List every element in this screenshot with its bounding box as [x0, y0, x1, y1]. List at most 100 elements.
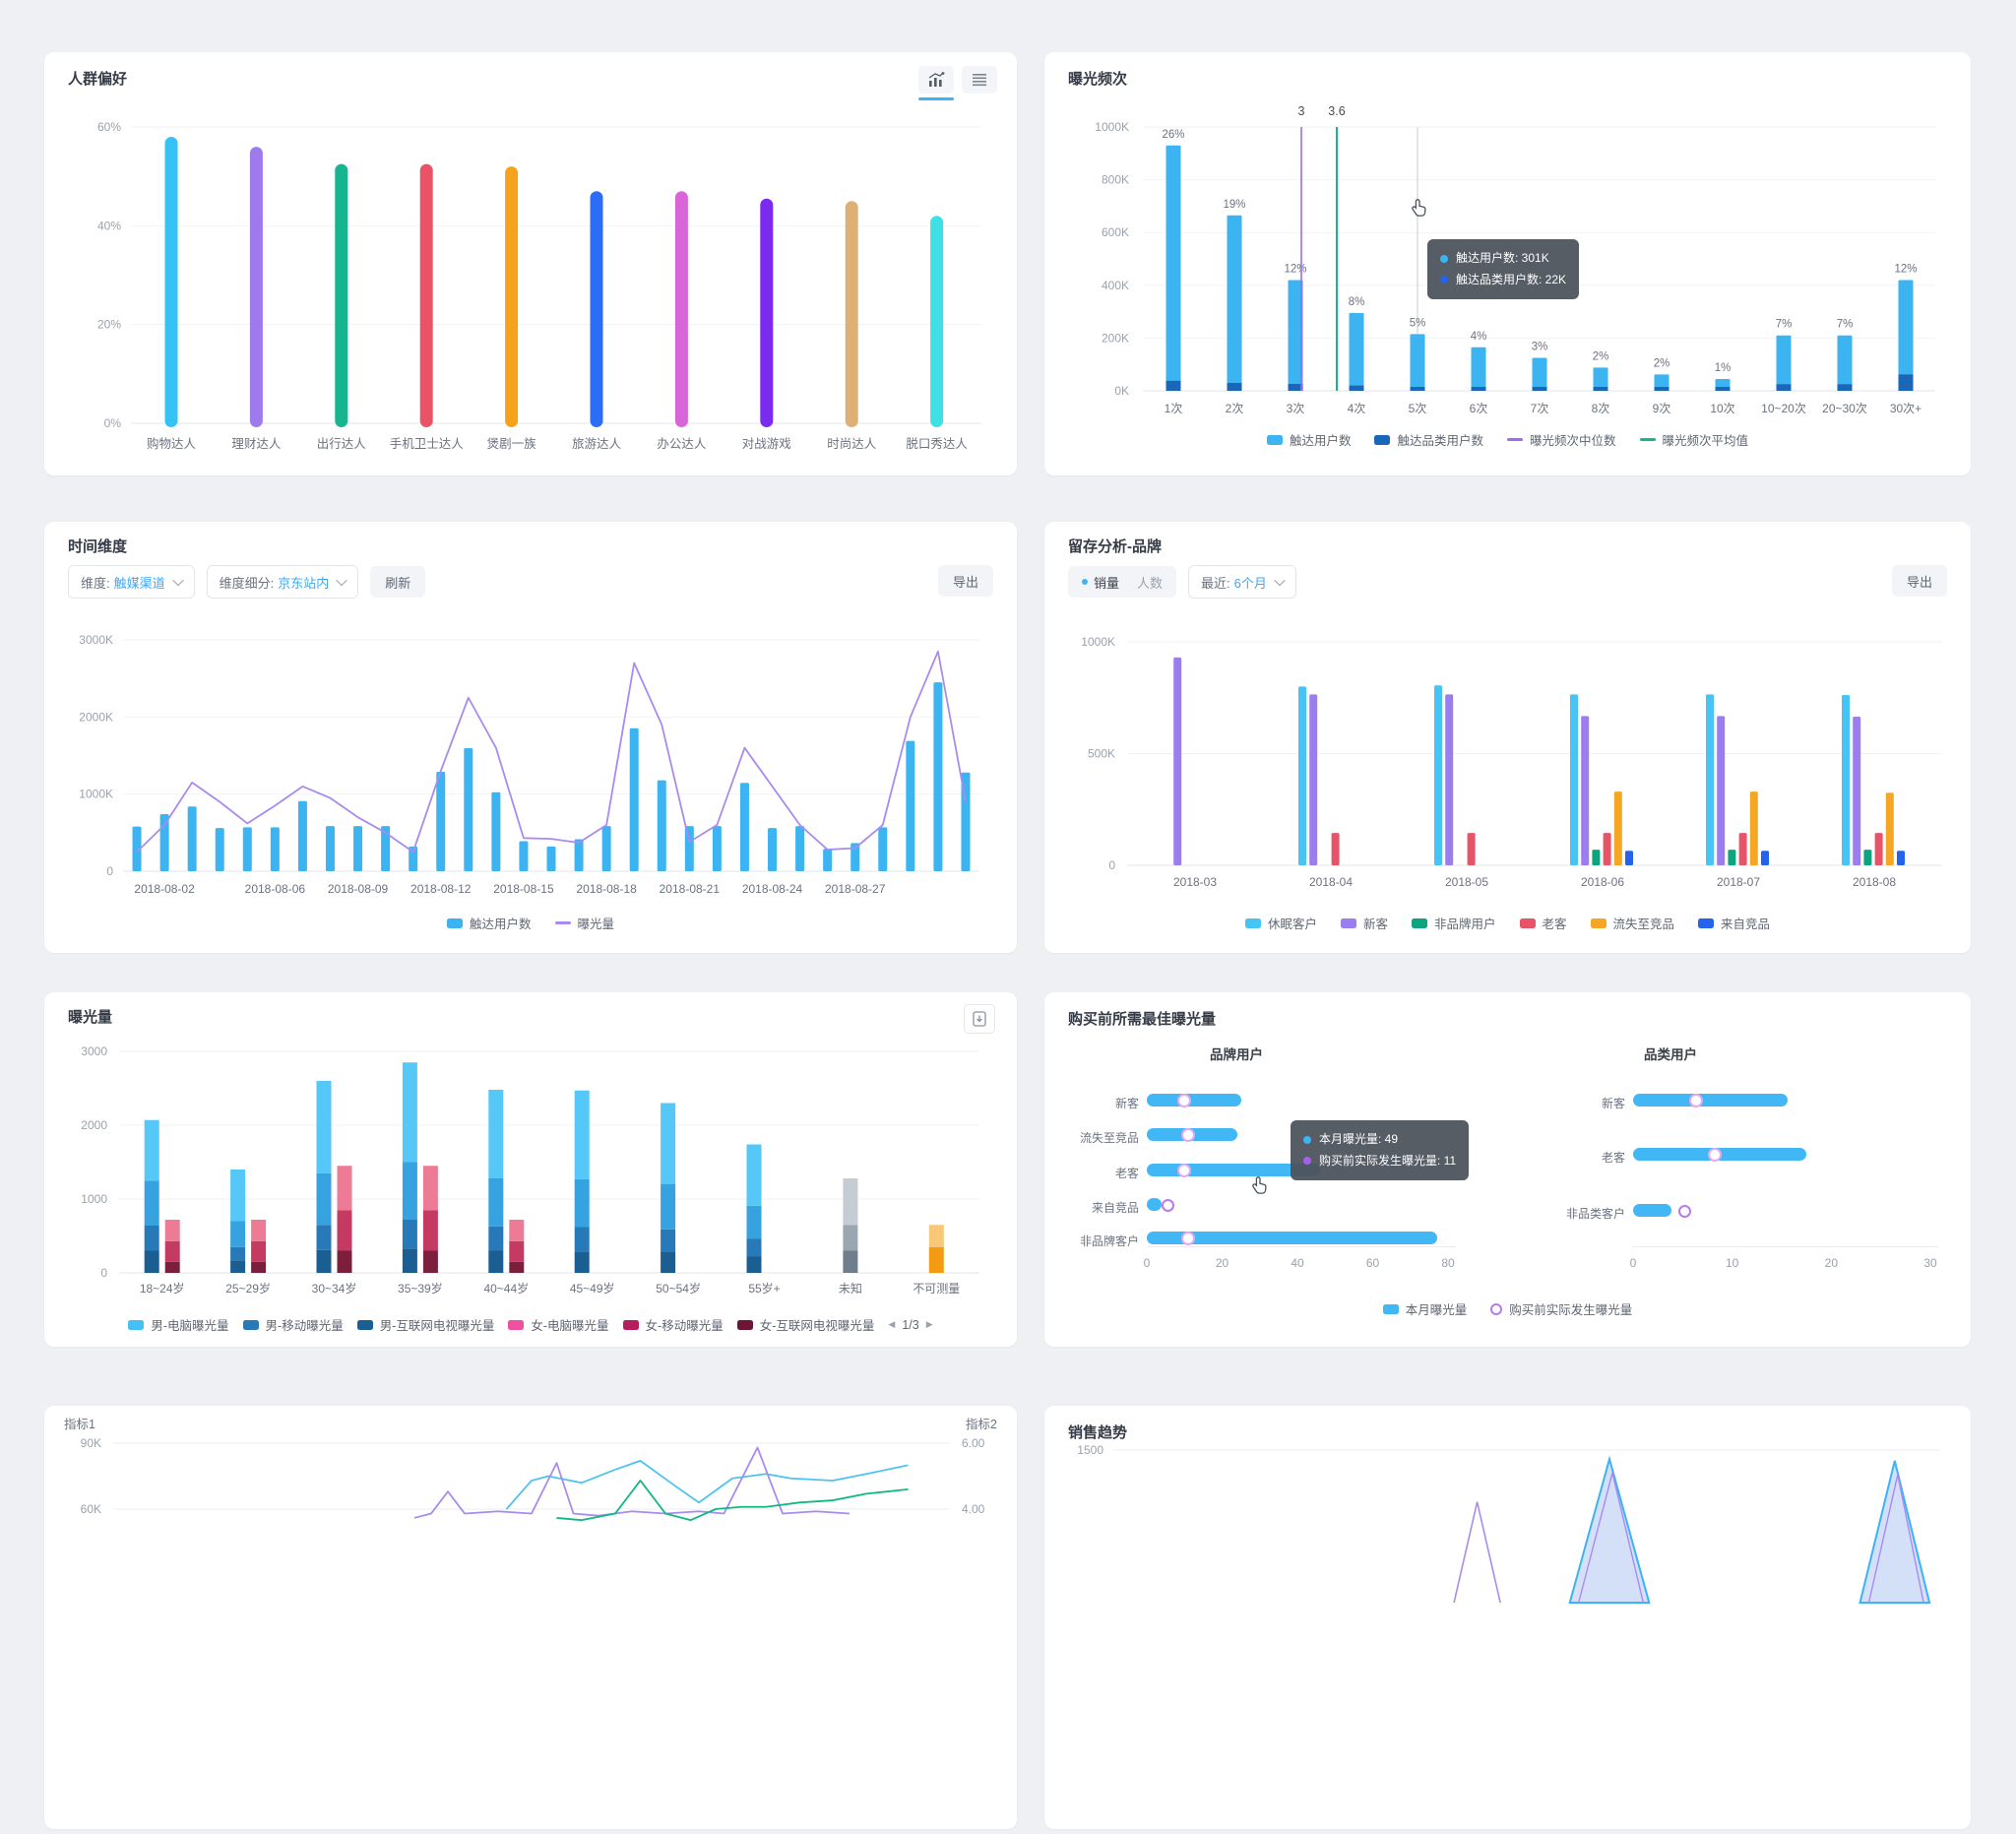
prev-page-arrow[interactable]: ◀ — [888, 1319, 896, 1329]
legend-item[interactable]: 女-互联网电视曝光量 — [736, 1315, 874, 1334]
tooltip-dot — [1440, 276, 1448, 285]
axis-label: 12% — [1894, 263, 1917, 275]
legend-item[interactable]: 曝光频次平均值 — [1639, 430, 1748, 449]
legend-item[interactable]: 新客 — [1340, 914, 1388, 932]
stack-segment — [144, 1250, 159, 1273]
axis-label: 3次 — [1287, 402, 1305, 415]
bar — [187, 806, 197, 871]
legend-label: 曝光频次中位数 — [1530, 434, 1616, 448]
slider-dot[interactable] — [1177, 1094, 1192, 1107]
axis-label: 2018-07 — [1717, 875, 1760, 889]
bar — [574, 839, 584, 871]
axis-label: 600K — [1102, 225, 1129, 239]
card-time-dimension: 时间维度 维度: 触媒渠道 维度细分: 京东站内 刷新 导出 3000K 2000… — [44, 522, 1017, 953]
bar-新客 — [1309, 694, 1318, 865]
axis-line — [1147, 1246, 1456, 1247]
bar-reach — [1532, 357, 1547, 391]
slider-dot[interactable] — [1181, 1232, 1196, 1245]
slider-dot[interactable] — [1689, 1094, 1704, 1107]
axis-label: 3000K — [79, 633, 113, 647]
legend-item[interactable]: 男-电脑曝光量 — [128, 1315, 229, 1334]
retention-chart: 1000K 500K 0 2018-03 2018-04 2018-05 2018-06 20… — [1044, 522, 1971, 953]
axis-label: 9次 — [1653, 402, 1671, 415]
refresh-button[interactable]: 刷新 — [370, 566, 426, 598]
next-page-arrow[interactable]: ▶ — [925, 1319, 933, 1329]
list-icon[interactable] — [962, 66, 997, 94]
legend-label: 来自竞品 — [1721, 917, 1771, 931]
legend-item[interactable]: 男-移动曝光量 — [242, 1315, 344, 1334]
legend-item[interactable]: 流失至竞品 — [1590, 914, 1674, 932]
metric-option-selected[interactable]: 销量 — [1082, 573, 1119, 592]
axis-label: 2018-06 — [1581, 875, 1624, 889]
legend-marker — [622, 1319, 639, 1330]
axis-line — [1633, 1246, 1938, 1247]
range-select[interactable]: 最近: 6个月 — [1188, 565, 1296, 599]
axis-label: 2018-04 — [1309, 875, 1353, 889]
bar-新客 — [1853, 717, 1861, 865]
card-frequency: 曝光频次 1000K 800K 600K 400K 200K 0K 26% 1次 19% 2次 12… — [1044, 52, 1971, 475]
legend-item[interactable]: 老客 — [1519, 914, 1567, 932]
bar-category — [1166, 380, 1181, 391]
slider-bar[interactable] — [1147, 1198, 1163, 1211]
slider-dot[interactable] — [1177, 1164, 1192, 1177]
legend-item[interactable]: 触达用户数 — [446, 914, 532, 932]
legend-item[interactable]: 休眠客户 — [1244, 914, 1317, 932]
page-title: 留存分析-品牌 — [1068, 538, 1162, 555]
slider-bar[interactable] — [1633, 1204, 1672, 1217]
axis-label: 55岁+ — [748, 1281, 780, 1296]
legend-item[interactable]: 女-电脑曝光量 — [508, 1315, 609, 1334]
slider-bar[interactable] — [1633, 1094, 1789, 1107]
slider-dot[interactable] — [1181, 1128, 1196, 1142]
legend-item[interactable]: 男-互联网电视曝光量 — [356, 1315, 494, 1334]
legend-marker — [1698, 917, 1715, 928]
bar — [242, 827, 252, 871]
axis-label: 3% — [1532, 342, 1548, 353]
export-button[interactable]: 导出 — [937, 565, 993, 597]
bar-chart-icon[interactable] — [918, 66, 954, 94]
legend-item[interactable]: 非品牌用户 — [1411, 914, 1496, 932]
axis-label: 2018-08-27 — [825, 882, 886, 896]
legend-item[interactable]: 触达品类用户数 — [1374, 430, 1483, 449]
bar-来自竞品 — [1897, 851, 1905, 865]
left-axis-title: 指标1 — [64, 1418, 95, 1431]
legend-item[interactable]: 女-移动曝光量 — [622, 1315, 724, 1334]
stack-segment — [230, 1260, 246, 1273]
axis-label: 2018-08-15 — [493, 882, 554, 896]
retention-bars: 1000K 500K 0 2018-03 2018-04 2018-05 2018-06 20… — [1081, 635, 1942, 889]
legend-item[interactable]: 曝光频次中位数 — [1507, 430, 1616, 449]
dimension-select[interactable]: 维度: 触媒渠道 — [68, 565, 195, 599]
page-title: 曝光频次 — [1068, 71, 1128, 88]
slider-bar[interactable] — [1147, 1232, 1437, 1244]
download-icon[interactable] — [964, 1004, 995, 1034]
stack-segment — [230, 1170, 246, 1222]
legend-item[interactable]: 曝光量 — [554, 914, 614, 932]
legend-pagination: ◀ 1/3 ▶ — [888, 1318, 932, 1332]
line-metric-blue — [505, 1459, 909, 1510]
stack-segment — [928, 1246, 944, 1273]
axis-label: 45~49岁 — [570, 1281, 615, 1296]
axis-label: 35~39岁 — [398, 1281, 443, 1296]
blue-peak — [1568, 1455, 1651, 1604]
stack-segment — [337, 1210, 352, 1251]
legend-item[interactable]: 购买前实际发生曝光量 — [1490, 1299, 1632, 1318]
axis-label: 2018-08-02 — [134, 882, 195, 896]
legend-label: 休眠客户 — [1267, 917, 1317, 931]
legend-item[interactable]: 触达用户数 — [1266, 430, 1351, 449]
legend-marker — [356, 1319, 373, 1330]
metric-toggle[interactable]: 销量 人数 — [1068, 566, 1177, 598]
slider-bar[interactable] — [1147, 1094, 1241, 1107]
card-exposure: 曝光量 3000 2000 1000 0 18~24岁 25~29岁 30~34岁 35~39… — [44, 992, 1017, 1347]
export-button[interactable]: 导出 — [1891, 565, 1947, 597]
legend-item[interactable]: 来自竞品 — [1698, 914, 1770, 932]
metric-option-unselected[interactable]: 人数 — [1137, 575, 1164, 591]
tooltip-dot — [1303, 1157, 1311, 1166]
slider-dot[interactable] — [1707, 1148, 1722, 1162]
axis-label: 20~30次 — [1822, 402, 1867, 415]
bar-老客 — [1738, 833, 1747, 865]
legend-item[interactable]: 本月曝光量 — [1382, 1299, 1467, 1318]
axis-label: 7% — [1837, 319, 1854, 331]
axis-label: 8% — [1349, 296, 1365, 308]
bar-reach — [1837, 335, 1853, 391]
bar-流失至竞品 — [1749, 791, 1758, 865]
segment-select[interactable]: 维度细分: 京东站内 — [206, 565, 359, 599]
